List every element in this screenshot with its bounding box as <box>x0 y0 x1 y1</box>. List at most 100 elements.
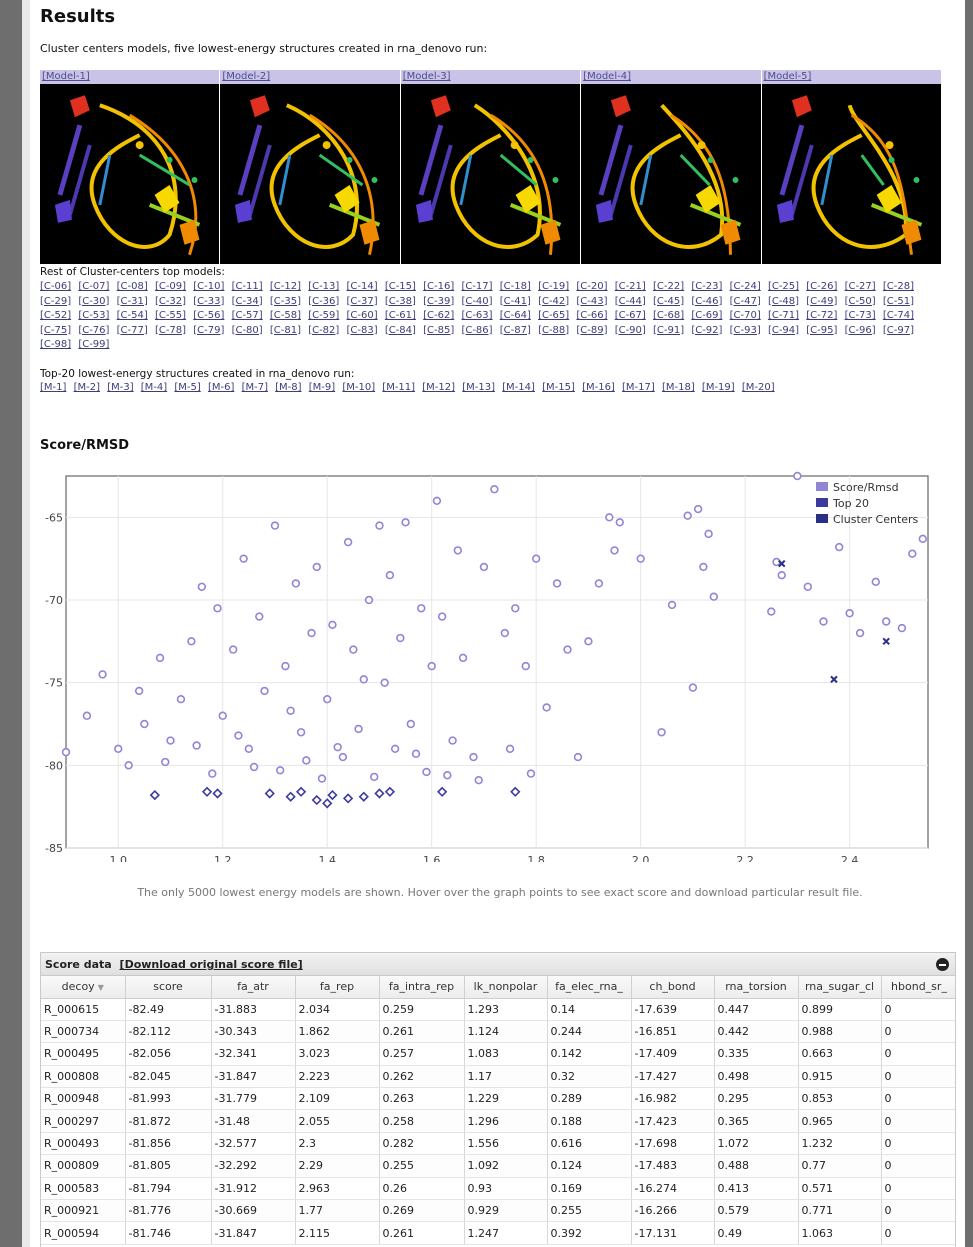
column-header[interactable]: decoy ▼ <box>41 976 126 999</box>
result-link[interactable]: [C-76] <box>78 324 110 336</box>
result-link[interactable]: [M-4] <box>140 382 168 393</box>
result-link[interactable]: [M-14] <box>502 382 535 393</box>
result-link[interactable]: [C-56] <box>193 310 225 322</box>
table-row[interactable]: R_000493 -81.856 -32.577 2.3 0.282 1.556 0.616… <box>41 1132 955 1156</box>
score-rmsd-point[interactable] <box>302 756 311 765</box>
table-row[interactable]: R_000734 -82.112 -30.343 1.862 0.261 1.124 0.2… <box>41 1020 955 1044</box>
result-link[interactable]: [C-44] <box>614 295 646 307</box>
top20-point[interactable] <box>295 786 307 797</box>
score-rmsd-point[interactable] <box>432 496 442 505</box>
result-link[interactable]: [C-54] <box>116 310 148 322</box>
score-rmsd-point[interactable] <box>197 582 207 591</box>
top20-point[interactable] <box>358 791 369 802</box>
result-link[interactable]: [M-17] <box>622 382 655 393</box>
table-row[interactable]: R_000809 -81.805 -32.292 2.29 0.255 1.092 0.12… <box>41 1154 955 1178</box>
result-link[interactable]: [C-48] <box>767 295 800 307</box>
score-rmsd-point[interactable] <box>82 711 92 720</box>
score-rmsd-point[interactable] <box>296 728 306 737</box>
result-link[interactable]: [C-19] <box>538 281 570 292</box>
score-rmsd-point[interactable] <box>375 521 384 530</box>
score-rmsd-point[interactable] <box>531 554 541 563</box>
score-rmsd-point[interactable] <box>385 570 395 580</box>
table-row[interactable]: R_000594 -81.746 -31.847 2.115 0.261 1.247 0.3… <box>41 1221 955 1245</box>
score-rmsd-point[interactable] <box>667 600 677 610</box>
result-link[interactable]: [M-8] <box>275 382 302 393</box>
result-link[interactable]: [C-40] <box>461 295 493 307</box>
result-link[interactable]: [C-10] <box>193 281 225 292</box>
result-link[interactable]: [C-99] <box>78 339 110 351</box>
score-rmsd-point[interactable] <box>777 570 786 580</box>
score-rmsd-point[interactable] <box>317 774 327 783</box>
result-link[interactable]: [C-41] <box>499 295 531 307</box>
result-link[interactable]: [C-33] <box>193 295 225 307</box>
score-rmsd-point[interactable] <box>328 620 337 630</box>
top20-point[interactable] <box>201 786 213 797</box>
result-link[interactable]: [C-15] <box>384 281 416 292</box>
score-rmsd-point[interactable] <box>767 607 776 616</box>
score-rmsd-point[interactable] <box>803 582 813 591</box>
score-rmsd-point[interactable] <box>249 762 259 772</box>
top20-point[interactable] <box>149 789 160 801</box>
result-link[interactable]: [C-35] <box>269 295 301 307</box>
score-rmsd-point[interactable] <box>882 617 891 626</box>
model-thumbnail[interactable] <box>220 84 400 264</box>
score-rmsd-point[interactable] <box>401 518 410 527</box>
score-rmsd-point[interactable] <box>396 633 405 643</box>
result-link[interactable]: [C-74] <box>882 310 914 322</box>
result-link[interactable]: [C-28] <box>882 281 914 292</box>
result-link[interactable]: [C-36] <box>308 295 340 307</box>
result-link[interactable]: [M-16] <box>582 382 615 393</box>
score-rmsd-point[interactable] <box>693 504 703 514</box>
result-link[interactable]: [M-5] <box>174 382 201 393</box>
score-rmsd-point[interactable] <box>364 595 374 605</box>
score-rmsd-point[interactable] <box>793 471 802 481</box>
score-rmsd-point[interactable] <box>845 609 854 618</box>
result-link[interactable]: [C-49] <box>806 295 838 307</box>
score-rmsd-point[interactable] <box>134 686 144 696</box>
model-link[interactable]: [Model-1] <box>40 70 220 84</box>
result-link[interactable]: [M-10] <box>342 382 376 393</box>
score-rmsd-point[interactable] <box>124 761 133 770</box>
score-rmsd-point[interactable] <box>161 757 170 767</box>
result-link[interactable]: [C-69] <box>691 310 723 322</box>
top20-point[interactable] <box>384 786 396 797</box>
result-link[interactable]: [C-78] <box>154 324 187 336</box>
result-link[interactable]: [C-85] <box>423 324 455 336</box>
score-rmsd-point[interactable] <box>270 521 280 530</box>
score-rmsd-point[interactable] <box>490 485 499 494</box>
result-link[interactable]: [C-79] <box>193 324 225 336</box>
score-rmsd-point[interactable] <box>443 771 452 780</box>
result-link[interactable]: [C-47] <box>729 295 761 307</box>
result-link[interactable]: [C-16] <box>423 281 455 292</box>
score-rmsd-point[interactable] <box>610 546 619 555</box>
result-link[interactable]: [C-64] <box>499 310 531 322</box>
cluster-center-point[interactable] <box>778 559 786 568</box>
score-rmsd-point[interactable] <box>855 628 865 638</box>
score-rmsd-point[interactable] <box>615 518 624 527</box>
result-link[interactable]: [C-91] <box>653 324 685 336</box>
top20-point[interactable] <box>510 786 521 797</box>
top20-point[interactable] <box>311 794 322 806</box>
score-rmsd-point[interactable] <box>255 612 264 621</box>
score-rmsd-point[interactable] <box>552 579 562 588</box>
result-link[interactable]: [C-98] <box>40 339 72 351</box>
score-rmsd-point[interactable] <box>114 744 123 753</box>
result-link[interactable]: [C-43] <box>576 295 608 307</box>
result-link[interactable]: [C-14] <box>346 281 378 292</box>
result-link[interactable]: [C-81] <box>269 324 301 336</box>
score-rmsd-point[interactable] <box>260 686 269 696</box>
score-rmsd-point[interactable] <box>908 549 917 558</box>
score-rmsd-point[interactable] <box>359 675 368 684</box>
result-link[interactable]: [M-11] <box>382 382 416 393</box>
score-rmsd-point[interactable] <box>312 562 321 572</box>
score-rmsd-point[interactable] <box>370 772 379 782</box>
result-link[interactable]: [C-24] <box>729 281 761 292</box>
result-link[interactable]: [M-15] <box>542 382 575 393</box>
model-thumbnail[interactable] <box>40 84 220 264</box>
result-link[interactable]: [C-73] <box>844 310 876 322</box>
result-link[interactable]: [M-6] <box>207 382 235 393</box>
score-rmsd-point[interactable] <box>343 537 353 547</box>
score-rmsd-point[interactable] <box>422 767 431 777</box>
score-rmsd-point[interactable] <box>98 670 107 679</box>
score-rmsd-point[interactable] <box>453 546 463 555</box>
